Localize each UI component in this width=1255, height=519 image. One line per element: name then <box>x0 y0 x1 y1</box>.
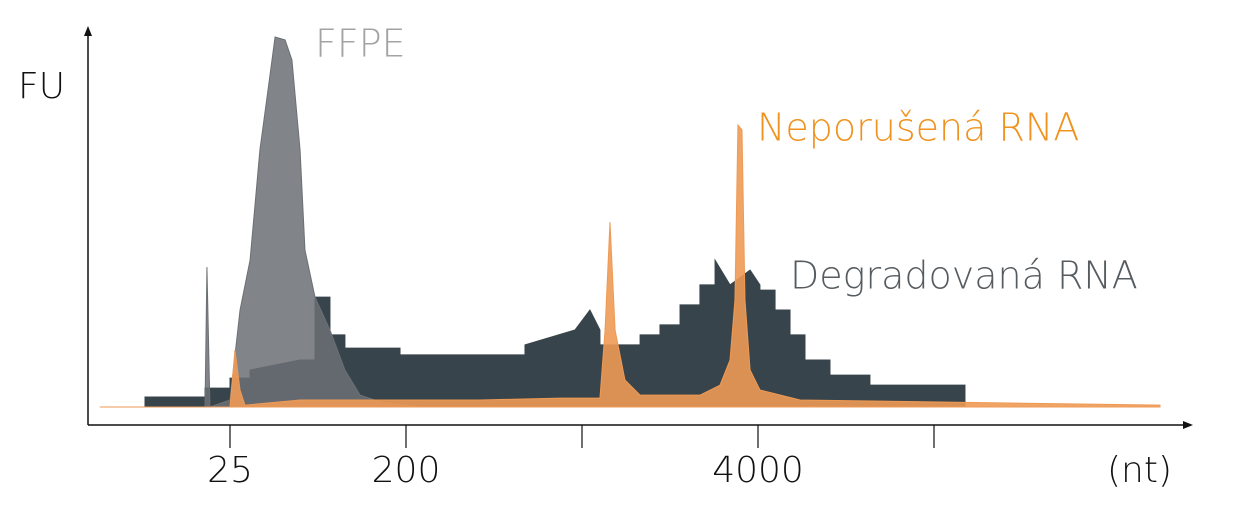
y-axis-arrow <box>84 26 92 36</box>
x-tick-label: 4000 <box>712 450 804 491</box>
trace-area <box>99 123 1161 408</box>
y-axis-label: FU <box>18 66 65 107</box>
x-axis-arrow <box>1183 421 1193 429</box>
series-label: Degradovaná RNA <box>790 254 1138 298</box>
series-label: Neporušená RNA <box>757 106 1079 150</box>
trace-area <box>99 36 1160 408</box>
x-tick-label: 25 <box>207 450 253 491</box>
series-label: FFPE <box>315 22 406 66</box>
x-axis-label: (nt) <box>1107 450 1172 491</box>
x-tick-label: 200 <box>372 450 441 491</box>
